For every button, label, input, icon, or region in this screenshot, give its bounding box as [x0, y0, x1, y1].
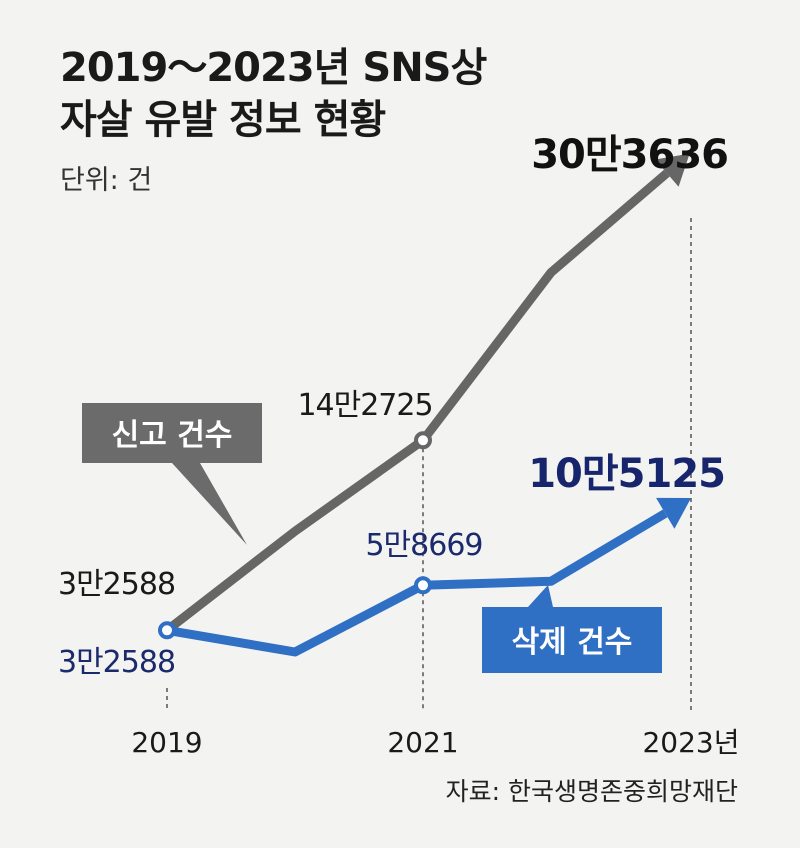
x-tick-2023: 2023년: [642, 726, 739, 759]
title-line-2: 자살 유발 정보 현황: [60, 97, 386, 143]
report-legend-callout: [82, 403, 262, 545]
delete-point-2021: [414, 576, 432, 595]
report-label-2019: 3만2588: [58, 567, 175, 602]
delete-point-2019: [158, 621, 176, 640]
chart-title: 2019～2023년 SNS상 자살 유발 정보 현황: [60, 42, 487, 146]
x-tick-2019: 2019: [131, 726, 202, 759]
unit-label: 단위: 건: [60, 165, 153, 196]
delete-label-2021: 5만8669: [365, 528, 482, 563]
report-point-2021: [414, 431, 432, 450]
report-series-arrowhead: [655, 153, 690, 187]
report-legend-label: 신고 건수: [112, 418, 233, 453]
title-line-1: 2019～2023년 SNS상: [60, 45, 487, 91]
delete-legend-callout: [482, 585, 662, 673]
report-label-2021: 14만2725: [297, 388, 432, 423]
delete-legend-label: 삭제 건수: [512, 625, 633, 660]
delete-series-arrowhead: [656, 497, 692, 529]
source-label: 자료: 한국생명존중희망재단: [445, 777, 738, 806]
report-label-2023: 30만3636: [531, 132, 728, 178]
delete-label-2023: 10만5125: [528, 451, 725, 497]
delete-label-2019: 3만2588: [58, 645, 175, 680]
x-tick-2021: 2021: [387, 726, 458, 759]
